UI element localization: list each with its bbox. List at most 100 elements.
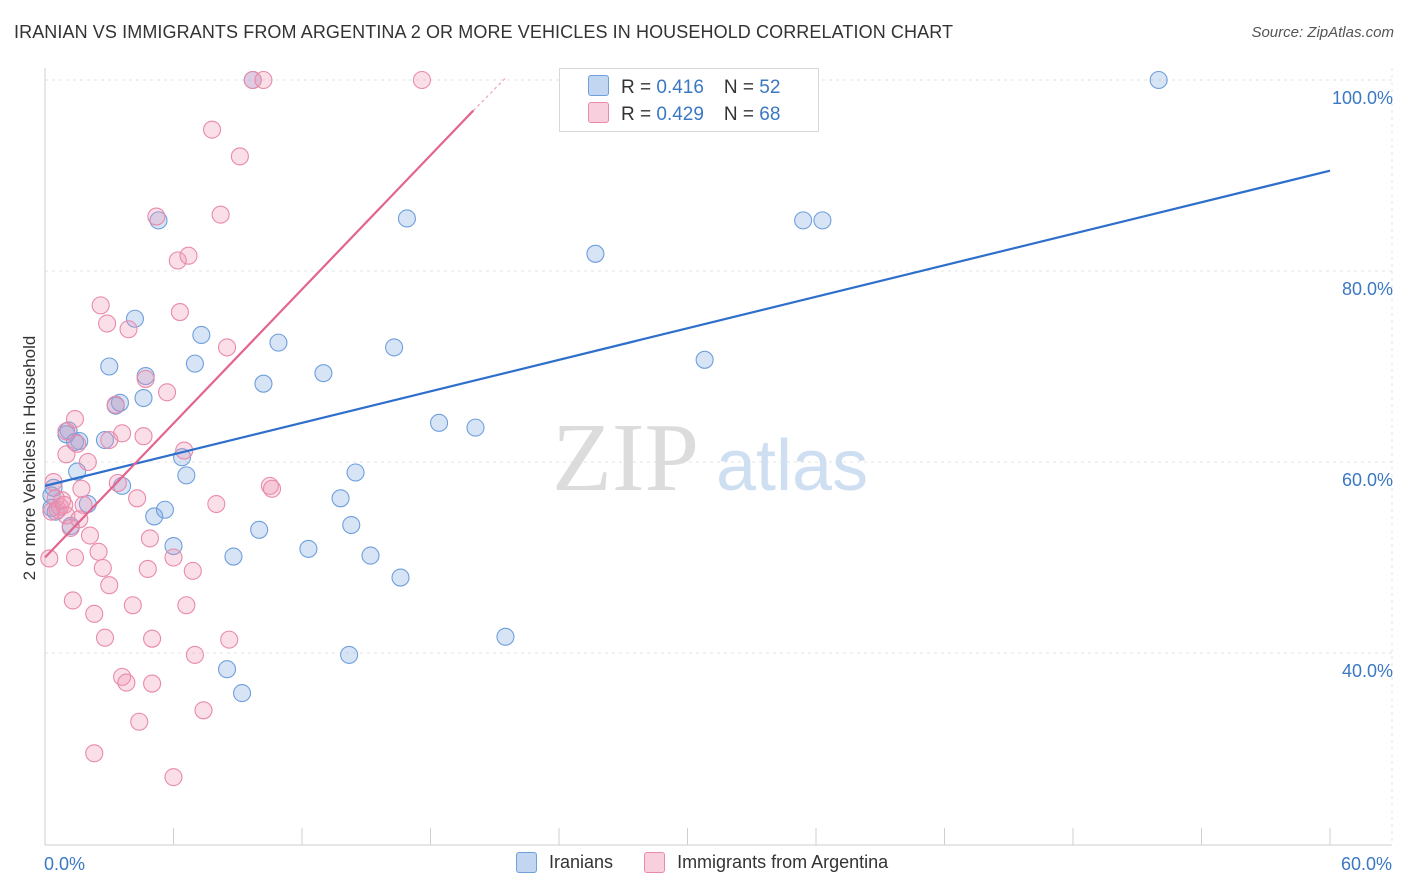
x-tick-label: 60.0% [1341,854,1392,874]
point-iranians [100,357,119,376]
point-iranians [299,539,318,558]
legend-item-argentina: Immigrants from Argentina [644,852,888,873]
point-argentina [158,383,177,402]
point-argentina [177,596,196,615]
point-argentina [179,246,198,265]
legend-item-iranians: Iranians [516,852,613,873]
point-argentina [217,338,237,357]
legend-r-value: 0.416 [656,77,704,98]
point-argentina [128,489,147,508]
point-iranians [813,211,832,230]
legend-r-value: 0.429 [656,104,704,125]
legend-swatch-argentina [644,852,666,873]
point-iranians [361,546,380,565]
legend-n-label: N = [723,104,760,125]
point-argentina [211,205,230,224]
point-iranians [155,500,174,519]
point-argentina [412,70,431,90]
point-iranians [794,211,813,230]
point-iranians [192,325,211,345]
point-argentina [136,369,155,388]
point-iranians [586,244,605,263]
watermark-zip: ZIP [552,404,699,512]
point-iranians [397,209,416,228]
point-iranians [145,507,164,526]
point-iranians [185,354,204,373]
point-iranians [254,374,273,393]
legend-swatch-iranians [516,852,537,873]
point-argentina [243,70,262,90]
point-argentina [65,548,85,567]
point-iranians [391,568,410,587]
point-iranians [269,333,288,352]
point-iranians [385,338,404,357]
point-argentina [143,629,162,648]
point-argentina [230,147,249,166]
point-iranians [1149,70,1168,90]
point-argentina [183,561,202,580]
point-argentina [123,596,142,615]
legend-label-iranians: Iranians [549,852,614,872]
point-iranians [342,515,361,535]
point-argentina [262,479,282,498]
point-argentina [98,314,117,333]
point-iranians [177,466,196,485]
point-argentina [147,207,166,226]
watermark: ZIP atlas [552,404,868,512]
point-argentina [57,422,76,441]
point-argentina [138,559,157,579]
trend-iranians [44,169,1331,487]
point-argentina [164,768,183,787]
point-argentina [260,476,279,495]
point-argentina [185,645,204,664]
point-argentina [168,251,187,270]
legend-label-argentina: Immigrants from Argentina [677,852,889,872]
point-argentina [70,510,89,529]
y-tick-label: 60.0% [1342,470,1393,490]
point-argentina [78,452,97,472]
trend-lines [44,77,1331,559]
source-label: Source: ZipAtlas.com [1251,24,1394,41]
legend-r-label: R = [621,104,657,125]
trend-argentina [44,109,475,559]
point-argentina [85,744,104,763]
point-argentina [164,548,183,567]
point-argentina [72,479,91,498]
point-argentina [220,630,239,649]
legend-n-value: 52 [759,77,781,98]
point-iranians [331,489,350,508]
y-tick-label: 100.0% [1332,88,1393,108]
point-argentina [207,494,226,514]
point-argentina [143,674,162,693]
legend-row-iranians: R = 0.416 N = 52 [588,75,780,101]
point-argentina [89,542,108,561]
point-argentina [203,120,222,139]
legend-n-value: 68 [759,104,781,125]
point-argentina [194,701,213,720]
legend-row-argentina: R = 0.429 N = 68 [588,102,780,128]
point-argentina [74,495,93,515]
point-iranians [134,388,153,408]
point-iranians [224,547,243,566]
point-argentina [117,673,136,692]
legend-swatch-argentina [588,102,609,123]
point-iranians [232,684,252,703]
point-argentina [254,70,273,90]
point-argentina [119,320,138,339]
point-iranians [95,430,115,450]
point-iranians [250,520,269,539]
point-argentina [106,395,125,414]
watermark-atlas: atlas [716,426,868,506]
x-tick-label: 0.0% [44,854,85,874]
legend-swatch-iranians [588,75,609,96]
data-points [40,70,1168,787]
point-argentina [63,591,82,610]
series-legend: Iranians Immigrants from Argentina [516,852,914,878]
point-iranians [314,364,333,383]
point-argentina [170,303,189,322]
point-iranians [346,463,365,482]
y-tick-label: 40.0% [1342,661,1393,681]
point-argentina [95,628,115,647]
chart-title: IRANIAN VS IMMIGRANTS FROM ARGENTINA 2 O… [14,22,954,42]
point-iranians [496,627,515,646]
